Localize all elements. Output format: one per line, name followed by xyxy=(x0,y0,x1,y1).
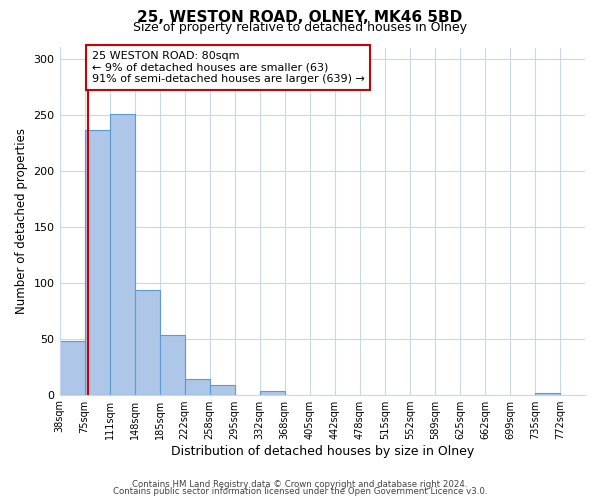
Y-axis label: Number of detached properties: Number of detached properties xyxy=(15,128,28,314)
Bar xyxy=(85,130,110,394)
Text: Contains HM Land Registry data © Crown copyright and database right 2024.: Contains HM Land Registry data © Crown c… xyxy=(132,480,468,489)
X-axis label: Distribution of detached houses by size in Olney: Distribution of detached houses by size … xyxy=(170,444,474,458)
Bar xyxy=(134,290,160,395)
Bar xyxy=(185,379,209,394)
Text: 25, WESTON ROAD, OLNEY, MK46 5BD: 25, WESTON ROAD, OLNEY, MK46 5BD xyxy=(137,10,463,25)
Bar xyxy=(59,341,85,394)
Text: 25 WESTON ROAD: 80sqm
← 9% of detached houses are smaller (63)
91% of semi-detac: 25 WESTON ROAD: 80sqm ← 9% of detached h… xyxy=(92,51,365,84)
Bar xyxy=(160,335,185,394)
Bar xyxy=(110,114,134,394)
Text: Contains public sector information licensed under the Open Government Licence v3: Contains public sector information licen… xyxy=(113,487,487,496)
Bar xyxy=(209,384,235,394)
Text: Size of property relative to detached houses in Olney: Size of property relative to detached ho… xyxy=(133,21,467,34)
Bar xyxy=(260,391,285,394)
